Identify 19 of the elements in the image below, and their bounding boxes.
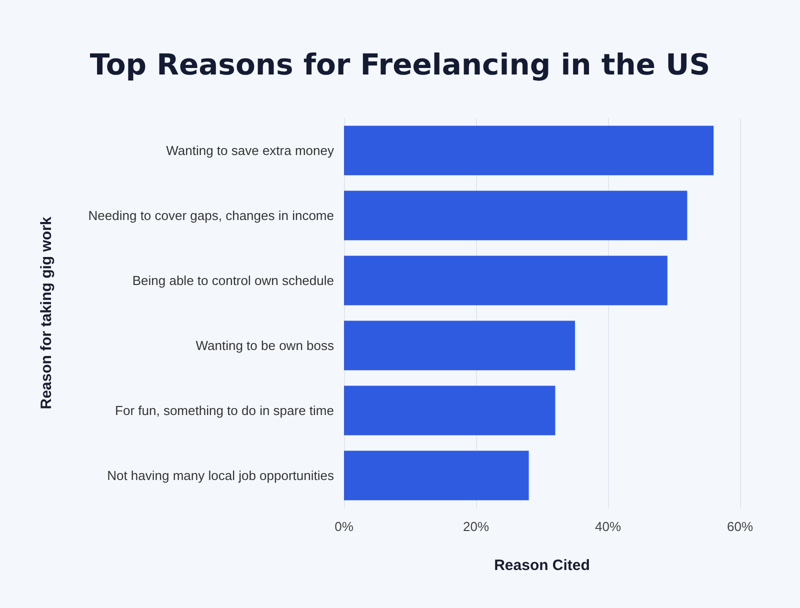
- x-tick-label: 20%: [462, 519, 490, 534]
- x-tick-label: 40%: [594, 519, 622, 534]
- y-tick-label: Not having many local job opportunities: [107, 468, 334, 483]
- y-tick-label: Wanting to save extra money: [166, 143, 334, 158]
- x-tick-label: 0%: [334, 519, 354, 534]
- y-tick-label: Wanting to be own boss: [196, 338, 334, 353]
- bar: [344, 190, 688, 240]
- x-axis-title: Reason Cited: [494, 557, 590, 574]
- bar: [344, 256, 668, 306]
- y-tick-label: For fun, something to do in spare time: [115, 403, 334, 418]
- x-tick-label: 60%: [726, 519, 754, 534]
- bar: [344, 320, 575, 370]
- bar: [344, 450, 529, 500]
- bar: [344, 386, 556, 436]
- y-tick-label: Being able to control own schedule: [132, 273, 334, 288]
- bar: [344, 126, 714, 176]
- y-tick-label: Needing to cover gaps, changes in income: [88, 208, 334, 223]
- chart-title: Top Reasons for Freelancing in the US: [90, 48, 710, 82]
- y-axis-title: Reason for taking gig work: [38, 216, 55, 410]
